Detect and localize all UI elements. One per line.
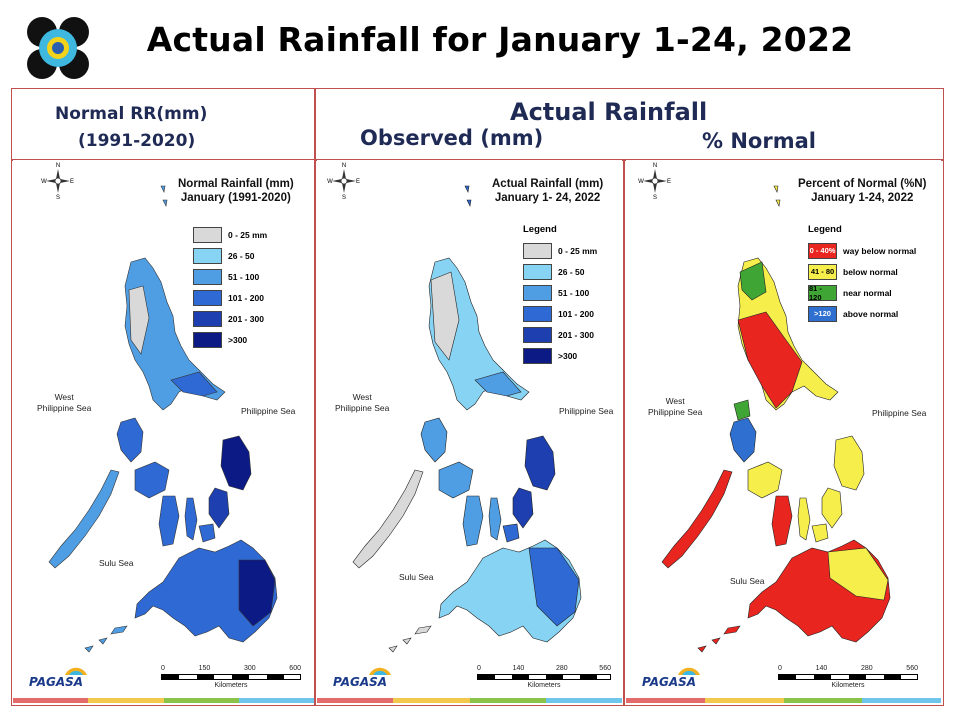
header-normal-label: Normal RR(mm)	[55, 104, 208, 124]
svg-text:S: S	[653, 195, 657, 200]
legend-item: >300	[523, 345, 597, 366]
sea-label-west: West Philippine Sea	[37, 392, 92, 413]
svg-text:E: E	[356, 179, 360, 185]
footer-color-bar	[626, 698, 941, 703]
sea-label-east: Philippine Sea	[559, 406, 614, 416]
legend-item: 101 - 200	[523, 303, 597, 324]
sea-label-east: Philippine Sea	[241, 406, 296, 416]
legend-item: 51 - 100	[523, 282, 597, 303]
scale-bar: 0 140 280 560 Kilometers	[778, 665, 918, 689]
header-observed-label: Observed (mm)	[360, 126, 544, 150]
panel-normal-title: Normal Rainfall (mm) January (1991-2020)	[178, 178, 294, 204]
legend-swatch	[523, 305, 552, 322]
header-actual-title: Actual Rainfall	[510, 98, 708, 126]
scale-bar: 0 150 300 600 Kilometers	[161, 665, 301, 689]
panel-observed-legend: Legend 0 - 25 mm 26 - 50 51 - 100 101 - …	[523, 224, 597, 366]
panel-observed-map: N S W E Actual Rainfall (mm) January 1- …	[317, 160, 622, 703]
sea-label-east: Philippine Sea	[872, 408, 927, 418]
panel-observed-title: Actual Rainfall (mm) January 1- 24, 2022	[492, 178, 604, 204]
legend-swatch	[193, 247, 222, 264]
footer-color-bar	[317, 698, 622, 703]
panel-normal-legend: 0 - 25 mm 26 - 50 51 - 100 101 - 200 201…	[193, 224, 267, 350]
svg-text:N: N	[56, 163, 60, 169]
svg-text:N: N	[653, 163, 657, 169]
legend-swatch	[193, 289, 222, 306]
panel-percent-title: Percent of Normal (%N) January 1-24, 202…	[798, 178, 927, 204]
header-normal-period: (1991-2020)	[78, 131, 196, 151]
legend-item: >120 above normal	[808, 303, 916, 324]
svg-text:N: N	[342, 163, 346, 169]
legend-swatch	[193, 331, 222, 348]
compass-rose-icon: N S W E	[638, 163, 671, 200]
slide-title: Actual Rainfall for January 1-24, 2022	[146, 20, 854, 59]
legend-swatch	[193, 268, 222, 285]
header-percent-label: % Normal	[702, 129, 816, 153]
svg-text:W: W	[327, 179, 333, 185]
legend-item: 201 - 300	[193, 308, 267, 329]
legend-item: 0 - 25 mm	[523, 240, 597, 261]
sea-label-west: West Philippine Sea	[335, 392, 390, 413]
panel-frame-observed	[314, 159, 625, 706]
legend-swatch	[523, 263, 552, 280]
panel-normal-map: N S W E Normal Rainfall (mm) January (19…	[13, 160, 314, 703]
legend-swatch	[523, 326, 552, 343]
legend-item: 0 - 25 mm	[193, 224, 267, 245]
legend-item: 201 - 300	[523, 324, 597, 345]
svg-text:W: W	[638, 179, 644, 185]
svg-text:S: S	[56, 195, 60, 200]
panel-frame-normal	[11, 159, 316, 706]
panel-frame-percent	[623, 159, 944, 706]
pagasa-logo: PAGASA	[630, 661, 702, 695]
legend-item: 26 - 50	[523, 261, 597, 282]
legend-swatch	[193, 226, 222, 243]
legend-swatch: 41 - 80	[808, 263, 837, 280]
legend-swatch	[523, 347, 552, 364]
legend-swatch: 81 - 120	[808, 284, 837, 302]
legend-swatch	[193, 310, 222, 327]
svg-text:E: E	[667, 179, 671, 185]
panel-percent-map: N S W E Percent of Normal (%N) January 1…	[626, 160, 941, 703]
legend-swatch	[523, 242, 552, 259]
legend-item: >300	[193, 329, 267, 350]
legend-item: 26 - 50	[193, 245, 267, 266]
svg-text:E: E	[70, 179, 74, 185]
sea-label-west: West Philippine Sea	[648, 396, 703, 417]
sea-label-sulu: Sulu Sea	[399, 572, 434, 582]
panel-percent-legend: Legend 0 - 40% way below normal 41 - 80 be…	[808, 224, 916, 324]
compass-rose-icon: N S W E	[41, 163, 74, 200]
scale-bar: 0 140 280 560 Kilometers	[477, 665, 611, 689]
legend-item: 0 - 40% way below normal	[808, 240, 916, 261]
legend-item: 101 - 200	[193, 287, 267, 308]
compass-rose-icon: N S W E	[327, 163, 360, 200]
sea-label-sulu: Sulu Sea	[99, 558, 134, 568]
legend-swatch: 0 - 40%	[808, 242, 837, 259]
footer-color-bar	[13, 698, 314, 703]
pagasa-logo: PAGASA	[321, 661, 393, 695]
sea-label-sulu: Sulu Sea	[730, 576, 765, 586]
legend-item: 41 - 80 below normal	[808, 261, 916, 282]
legend-swatch: >120	[808, 305, 837, 322]
legend-swatch	[523, 284, 552, 301]
svg-text:W: W	[41, 179, 47, 185]
pagasa-emblem-icon	[27, 17, 89, 79]
legend-item: 81 - 120 near normal	[808, 283, 892, 302]
legend-item: 51 - 100	[193, 266, 267, 287]
svg-text:S: S	[342, 195, 346, 200]
pagasa-logo: PAGASA	[17, 661, 89, 695]
